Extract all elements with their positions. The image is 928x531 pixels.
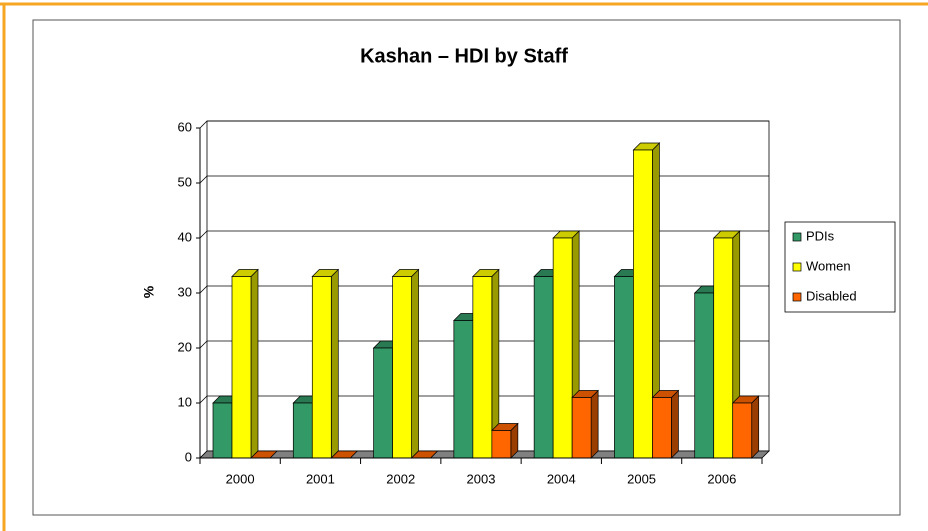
bar-side — [250, 268, 259, 459]
grid-line-side — [199, 395, 208, 404]
bar — [231, 268, 259, 459]
bar-side — [590, 389, 599, 459]
bar — [651, 389, 680, 459]
y-tick-label: 10 — [178, 394, 192, 409]
bar — [632, 142, 661, 459]
bar-front — [392, 276, 412, 459]
x-tick-label: 2004 — [547, 471, 576, 486]
bar — [472, 268, 500, 459]
grid-line-side — [199, 285, 208, 294]
bar-front — [453, 320, 474, 459]
bar-side — [411, 268, 419, 459]
grid-line-side — [199, 120, 208, 129]
y-tick-label: 50 — [178, 174, 192, 189]
grid-line-side — [199, 340, 208, 349]
grid-line-side — [199, 230, 208, 239]
legend-label: Disabled — [806, 288, 857, 303]
bar-front — [292, 402, 313, 459]
chart-title: Kashan – HDI by Staff — [360, 45, 568, 67]
legend-label: Women — [806, 258, 851, 273]
bar-front — [311, 276, 332, 459]
bar-side — [330, 268, 339, 459]
bar-front — [212, 402, 233, 459]
bar — [391, 268, 420, 459]
bar-front — [571, 397, 592, 459]
bar-side — [671, 389, 679, 459]
grid-line-side — [199, 175, 208, 184]
y-tick-label: 40 — [178, 229, 192, 244]
bar-front — [652, 397, 672, 459]
legend-box — [784, 221, 896, 313]
legend-swatch — [792, 232, 802, 242]
bar-front — [713, 237, 734, 459]
bar-front — [732, 402, 753, 459]
x-tick-label: 2003 — [467, 471, 496, 486]
bar-side — [751, 395, 760, 459]
legend-swatch — [792, 262, 802, 272]
y-tick-label: 20 — [178, 339, 192, 354]
bar-front — [491, 430, 512, 459]
x-tick-label: 2000 — [226, 471, 255, 486]
y-tick-label: 60 — [178, 119, 192, 134]
bar — [311, 268, 340, 459]
x-tick-label: 2001 — [306, 471, 335, 486]
bar-front — [694, 292, 715, 459]
bar-front — [633, 149, 653, 459]
bar-front — [614, 276, 634, 459]
bar-front — [552, 237, 573, 459]
bar — [250, 450, 278, 459]
x-tick-label: 2006 — [707, 471, 736, 486]
legend-swatch — [792, 292, 802, 302]
bar — [731, 395, 760, 459]
bar — [571, 389, 599, 459]
bar-front — [533, 276, 554, 459]
bar-front — [231, 276, 252, 459]
x-tick-label: 2002 — [386, 471, 415, 486]
bar-front — [472, 276, 493, 459]
bar — [491, 422, 519, 459]
y-axis-label: % — [141, 285, 157, 298]
y-tick-label: 0 — [185, 449, 192, 464]
bar-front — [373, 347, 393, 459]
legend-label: PDIs — [806, 228, 835, 243]
x-tick-label: 2005 — [627, 471, 656, 486]
y-tick-label: 30 — [178, 284, 192, 299]
